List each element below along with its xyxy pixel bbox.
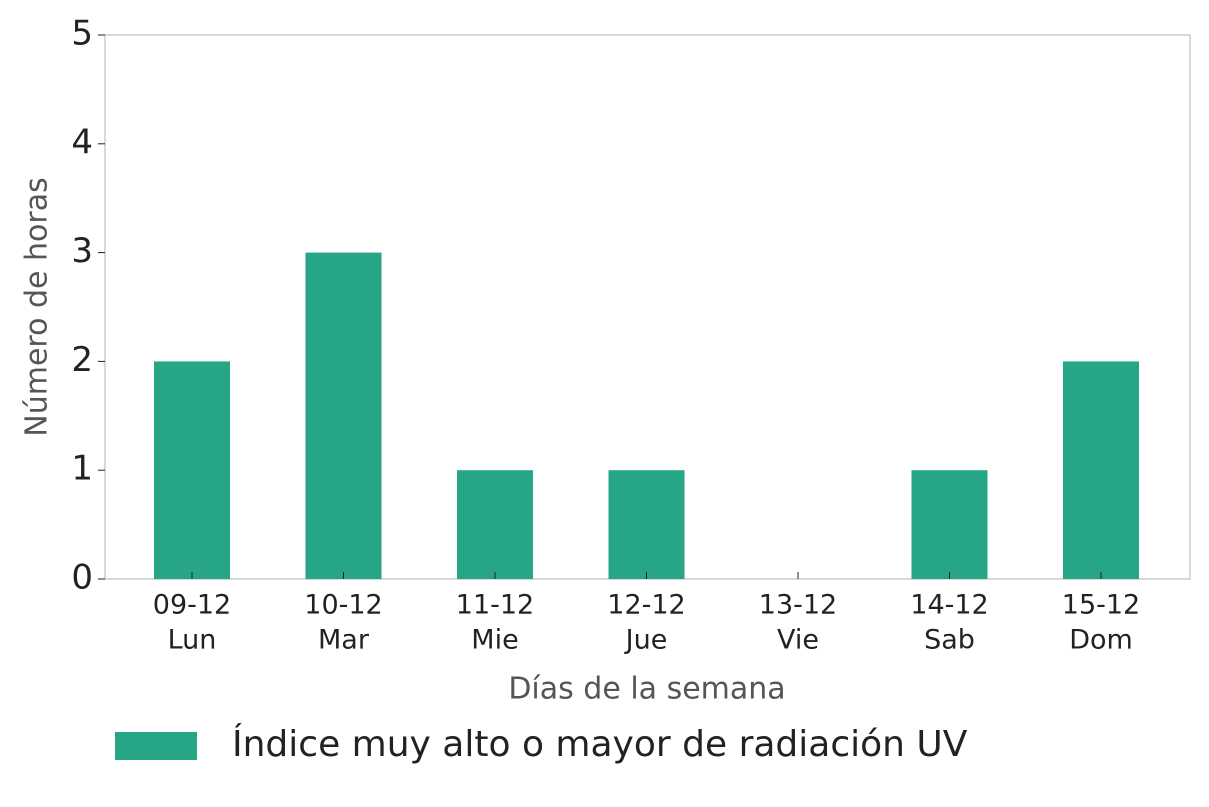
bar <box>608 470 685 579</box>
y-tick-label: 1 <box>71 449 93 489</box>
x-axis-label: Días de la semana <box>508 672 785 707</box>
x-tick-label: Lun <box>168 625 217 656</box>
bar <box>154 361 230 579</box>
x-tick-label: 11-12 <box>456 590 534 621</box>
x-tick-label: 10-12 <box>304 590 382 621</box>
y-tick-label: 4 <box>71 122 93 162</box>
y-tick-label: 2 <box>71 340 93 380</box>
bar <box>911 470 988 579</box>
x-tick-label: 14-12 <box>910 590 988 621</box>
bar <box>305 252 382 579</box>
x-tick-label: 15-12 <box>1062 590 1140 621</box>
legend-swatch <box>115 732 197 760</box>
x-tick-label: 12-12 <box>607 590 685 621</box>
x-tick-label: Vie <box>777 625 819 656</box>
x-tick-label: Jue <box>624 625 668 656</box>
legend-label: Índice muy alto o mayor de radiación UV <box>232 723 968 765</box>
x-tick-label: Mar <box>318 625 370 656</box>
y-tick-label: 3 <box>71 231 93 271</box>
x-tick-label: Sab <box>924 625 975 656</box>
x-tick-label: 13-12 <box>759 590 837 621</box>
bar <box>1063 361 1139 579</box>
x-tick-label: 09-12 <box>153 590 231 621</box>
y-axis-label: Número de horas <box>20 177 55 436</box>
y-tick-label: 5 <box>71 14 93 54</box>
y-tick-label: 0 <box>71 558 93 598</box>
bar <box>457 470 533 579</box>
x-tick-label: Mie <box>471 625 518 656</box>
x-tick-label: Dom <box>1069 625 1133 656</box>
